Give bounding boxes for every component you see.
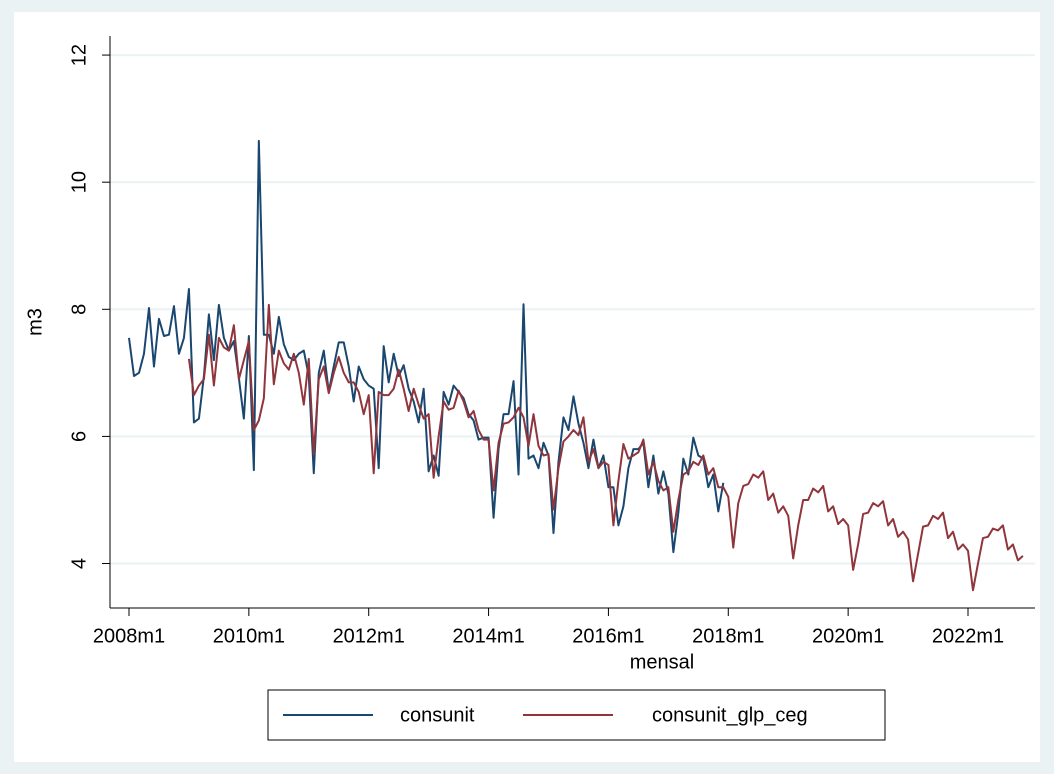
x-tick-label: 2020m1 [812,625,884,647]
series-line [128,139,725,554]
x-tick-label: 2016m1 [572,625,644,647]
x-tick-label: 2022m1 [932,625,1004,647]
x-axis-title: mensal [630,651,694,673]
x-tick-label: 2010m1 [213,625,285,647]
legend-label: consunit_glp_ceg [652,704,808,726]
y-tick-label: 10 [68,171,90,193]
y-tick-label: 12 [68,44,90,66]
y-tick-label: 8 [68,304,90,315]
x-tick-label: 2018m1 [692,625,764,647]
x-tick-label: 2008m1 [93,625,165,647]
x-tick-label: 2014m1 [452,625,524,647]
y-tick-label: 6 [68,431,90,442]
y-tick-label: 4 [68,558,90,569]
series-line [187,303,1024,592]
x-tick-label: 2012m1 [333,625,405,647]
y-axis-title: m3 [24,308,46,336]
legend-label: consunit [400,704,475,726]
